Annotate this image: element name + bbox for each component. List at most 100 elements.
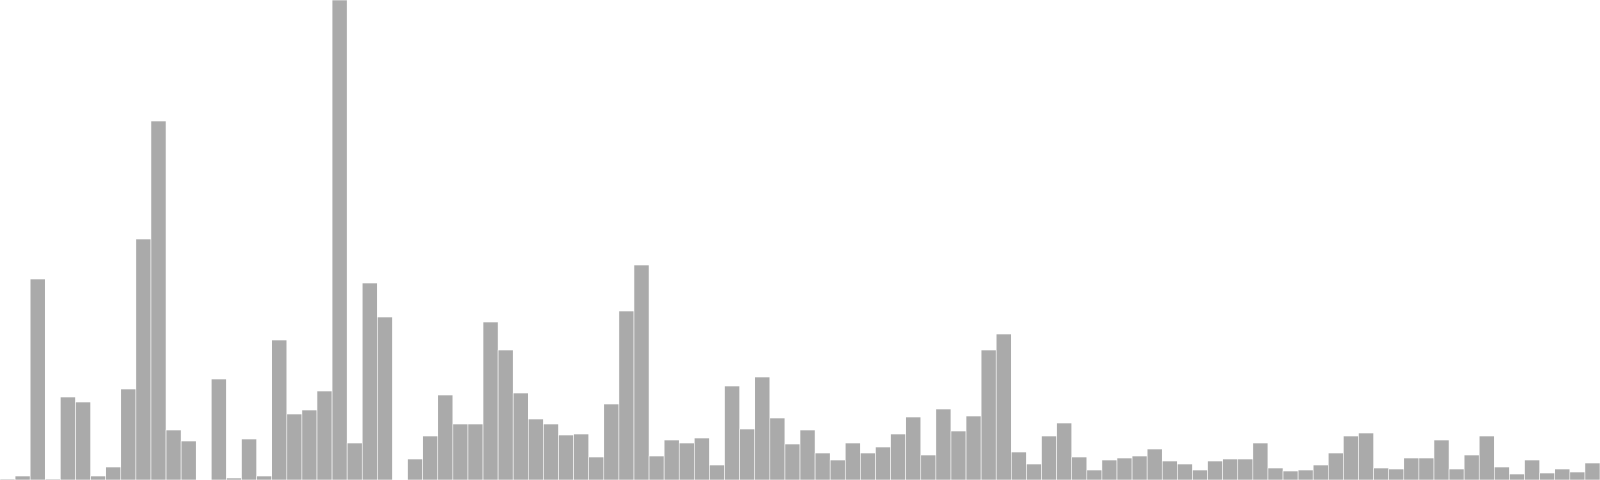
bar-72	[1086, 469, 1103, 480]
bar-50	[754, 376, 771, 480]
bar-6	[90, 475, 106, 480]
bar-53	[799, 429, 816, 480]
bar-90	[1358, 432, 1374, 480]
bar-89	[1343, 435, 1359, 480]
bar-46	[694, 437, 710, 480]
bar-27	[407, 458, 423, 480]
bar-29	[437, 394, 454, 480]
bar-73	[1101, 459, 1118, 480]
bar-82	[1237, 458, 1254, 480]
bar-98	[1478, 435, 1495, 480]
bar-78	[1177, 463, 1193, 480]
bar-20	[301, 409, 318, 480]
bar-87	[1312, 464, 1329, 480]
bar-59	[890, 433, 906, 480]
bar-32	[482, 321, 499, 480]
bar-37	[558, 434, 574, 480]
bar-34	[512, 392, 529, 480]
bar-63	[950, 430, 967, 480]
bar-58	[875, 446, 891, 480]
bar-31	[467, 423, 484, 480]
bar-48	[724, 385, 740, 480]
bar-4	[60, 396, 76, 480]
bar-93	[1403, 457, 1420, 480]
bar-83	[1252, 442, 1269, 480]
bar-76	[1146, 448, 1163, 480]
bar-84	[1267, 467, 1284, 480]
bar-94	[1418, 457, 1435, 480]
bar-12	[180, 440, 197, 480]
bar-95	[1433, 439, 1450, 480]
bar-96	[1448, 468, 1465, 480]
bar-88	[1328, 452, 1344, 480]
bar-79	[1192, 469, 1208, 480]
bar-19	[286, 413, 303, 480]
bar-1	[14, 475, 31, 480]
bar-67	[1011, 451, 1027, 480]
bar-44	[663, 439, 680, 480]
bar-21	[316, 390, 333, 480]
bar-91	[1373, 467, 1389, 480]
bar-35	[528, 418, 544, 480]
bar-7	[105, 466, 122, 480]
bar-11	[165, 429, 182, 480]
bar-101	[1524, 459, 1540, 480]
bar-103	[1554, 468, 1571, 480]
bar-81	[1222, 458, 1239, 480]
bar-30	[452, 423, 469, 480]
bar-39	[588, 456, 605, 480]
bar-43	[648, 455, 665, 480]
bar-75	[1131, 455, 1148, 480]
bar-80	[1207, 460, 1223, 480]
bar-97	[1463, 454, 1480, 480]
bar-40	[603, 403, 620, 480]
bar-86	[1297, 469, 1314, 480]
bar-56	[844, 442, 861, 480]
bar-10	[150, 120, 167, 480]
bar-99	[1494, 466, 1510, 480]
bar-71	[1071, 456, 1088, 480]
bar-60	[905, 416, 922, 480]
bar-25	[377, 316, 393, 480]
bar-36	[543, 423, 559, 480]
bar-24	[361, 282, 378, 480]
bar-49	[739, 428, 756, 480]
bar-69	[1041, 435, 1057, 480]
bar-42	[633, 264, 650, 480]
bar-22	[331, 0, 348, 480]
bar-85	[1282, 470, 1299, 480]
bar-52	[784, 443, 801, 480]
bar-70	[1056, 422, 1072, 480]
bar-33	[497, 349, 514, 480]
bar-74	[1116, 457, 1133, 480]
bar-61	[920, 454, 937, 480]
bar-102	[1539, 472, 1556, 480]
bar-14	[211, 378, 227, 480]
bar-66	[995, 333, 1012, 480]
bar-23	[346, 442, 363, 480]
bar-54	[814, 452, 831, 480]
bar-104	[1569, 471, 1586, 480]
bar-16	[241, 438, 257, 480]
bar-92	[1388, 468, 1405, 480]
bar-38	[573, 433, 589, 480]
bar-100	[1509, 473, 1525, 480]
bar-65	[980, 349, 997, 480]
bar-55	[829, 459, 846, 480]
bar-18	[271, 339, 288, 480]
bar-8	[120, 388, 137, 480]
bar-68	[1026, 463, 1042, 480]
bar-9	[135, 238, 152, 480]
bar-28	[422, 435, 439, 480]
bar-62	[935, 408, 952, 480]
bar-2	[29, 278, 46, 480]
bar-47	[709, 464, 725, 480]
bar-51	[769, 417, 786, 480]
bar-41	[618, 310, 635, 480]
bar-105	[1584, 462, 1600, 480]
bar-5	[75, 401, 91, 480]
bar-45	[678, 442, 695, 480]
bar-77	[1161, 460, 1178, 480]
